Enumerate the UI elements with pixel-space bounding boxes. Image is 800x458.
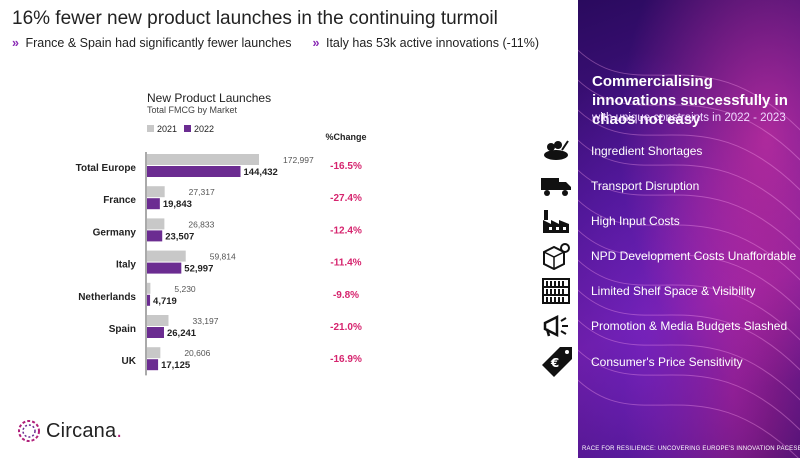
data-label-2022: 19,843: [163, 199, 192, 210]
constraint-item: Ingredient Shortages: [536, 136, 800, 166]
constraint-label: High Input Costs: [591, 214, 680, 228]
factory-icon: [536, 206, 576, 236]
bar-2022: [147, 262, 182, 274]
bar-2021: [147, 315, 169, 326]
constraint-label: Consumer's Price Sensitivity: [591, 355, 743, 369]
percent-change-label: -16.5%: [330, 161, 362, 172]
wave-pattern: [578, 49, 800, 458]
bar-2022: [147, 198, 160, 210]
bar-2022: [147, 230, 163, 242]
category-label: Germany: [93, 227, 137, 238]
megaphone-icon: [536, 311, 576, 341]
truck-icon: [536, 171, 576, 201]
data-label-2021: 5,230: [174, 284, 196, 294]
category-label: Spain: [109, 324, 136, 335]
percent-change-label: -16.9%: [330, 354, 362, 365]
data-label-2022: 52,997: [184, 264, 213, 275]
constraint-item: High Input Costs: [536, 206, 800, 236]
data-label-2021: 33,197: [192, 316, 218, 326]
data-label-2022: 4,719: [153, 296, 177, 307]
data-label-2021: 59,814: [210, 252, 236, 262]
bar-2022: [147, 166, 241, 177]
euro-price-tag-icon: €: [536, 347, 576, 377]
constraint-label: Ingredient Shortages: [591, 144, 703, 158]
bar-2022: [147, 294, 151, 306]
constraint-label: Promotion & Media Budgets Slashed: [591, 319, 788, 333]
constraint-label: Limited Shelf Space & Visibility: [591, 284, 756, 298]
constraint-item: € Consumer's Price Sensitivity: [536, 347, 800, 377]
constraint-item: Promotion & Media Budgets Slashed: [536, 311, 800, 341]
category-label: France: [103, 195, 136, 206]
subtitle-bullet-2: Italy has 53k active innovations (-11%): [325, 36, 540, 50]
circana-logo: Circana.: [16, 418, 122, 444]
bar-2021: [147, 282, 151, 294]
percent-change-label: -21.0%: [330, 322, 362, 333]
percent-change-label: -9.8%: [333, 290, 359, 301]
page-subtitle: » France & Spain had significantly fewer…: [12, 36, 539, 50]
constraints-panel: Commercialising innovations successfully…: [578, 0, 800, 458]
change-column-header: %Change: [325, 132, 366, 142]
percent-change-label: -11.4%: [330, 258, 361, 269]
category-label: UK: [122, 356, 137, 367]
box-gear-icon: [536, 241, 576, 271]
data-label-2021: 20,606: [184, 348, 210, 358]
percent-change-label: -27.4%: [330, 193, 362, 204]
legend-swatch-2021: [147, 125, 154, 132]
panel-subheading: with unique constraints in 2022 - 2023: [592, 112, 786, 124]
chevron-right-icon: »: [12, 36, 19, 50]
legend-label-2021: 2021: [157, 124, 177, 134]
constraint-item: NPD Development Costs Unaffordable: [536, 241, 800, 271]
bar-2021: [147, 154, 259, 165]
data-label-2022: 144,432: [244, 167, 278, 178]
brand-name: Circana: [46, 419, 117, 442]
percent-change-label: -12.4%: [330, 225, 362, 236]
bar-2022: [147, 359, 159, 371]
bar-2021: [147, 347, 161, 359]
data-label-2021: 26,833: [188, 219, 214, 229]
page-title: 16% fewer new product launches in the co…: [12, 8, 498, 29]
constraint-item: Transport Disruption: [536, 171, 800, 201]
bar-2022: [147, 327, 164, 338]
footer-text: RACE FOR RESILIENCE: UNCOVERING EUROPE'S…: [582, 446, 800, 452]
subtitle-bullet-1: France & Spain had significantly fewer l…: [25, 36, 292, 50]
legend-swatch-2022: [184, 125, 191, 132]
bar-2021: [147, 218, 165, 230]
data-label-2022: 26,241: [167, 328, 197, 339]
category-label: Total Europe: [76, 163, 137, 174]
circana-logo-icon: [18, 420, 40, 442]
category-label: Italy: [116, 260, 136, 271]
chart-title: New Product Launches: [147, 91, 271, 105]
data-label-2022: 23,507: [165, 231, 194, 242]
ingredients-bowl-icon: [536, 136, 576, 166]
legend-label-2022: 2022: [194, 124, 214, 134]
shelves-icon: [536, 276, 576, 306]
chevron-right-icon: »: [312, 36, 320, 50]
data-label-2021: 172,997: [283, 155, 314, 165]
svg-text:€: €: [550, 356, 559, 370]
constraint-label: Transport Disruption: [591, 179, 700, 193]
panel-heading: Commercialising innovations successfully…: [592, 73, 788, 128]
bar-2021: [147, 250, 186, 262]
constraint-item: Limited Shelf Space & Visibility: [536, 276, 800, 306]
data-label-2022: 17,125: [161, 360, 191, 371]
category-label: Netherlands: [78, 292, 136, 303]
data-label-2021: 27,317: [189, 187, 215, 197]
bar-2021: [147, 186, 165, 198]
chart-subtitle: Total FMCG by Market: [147, 105, 238, 115]
constraint-label: NPD Development Costs Unaffordable: [591, 249, 797, 263]
